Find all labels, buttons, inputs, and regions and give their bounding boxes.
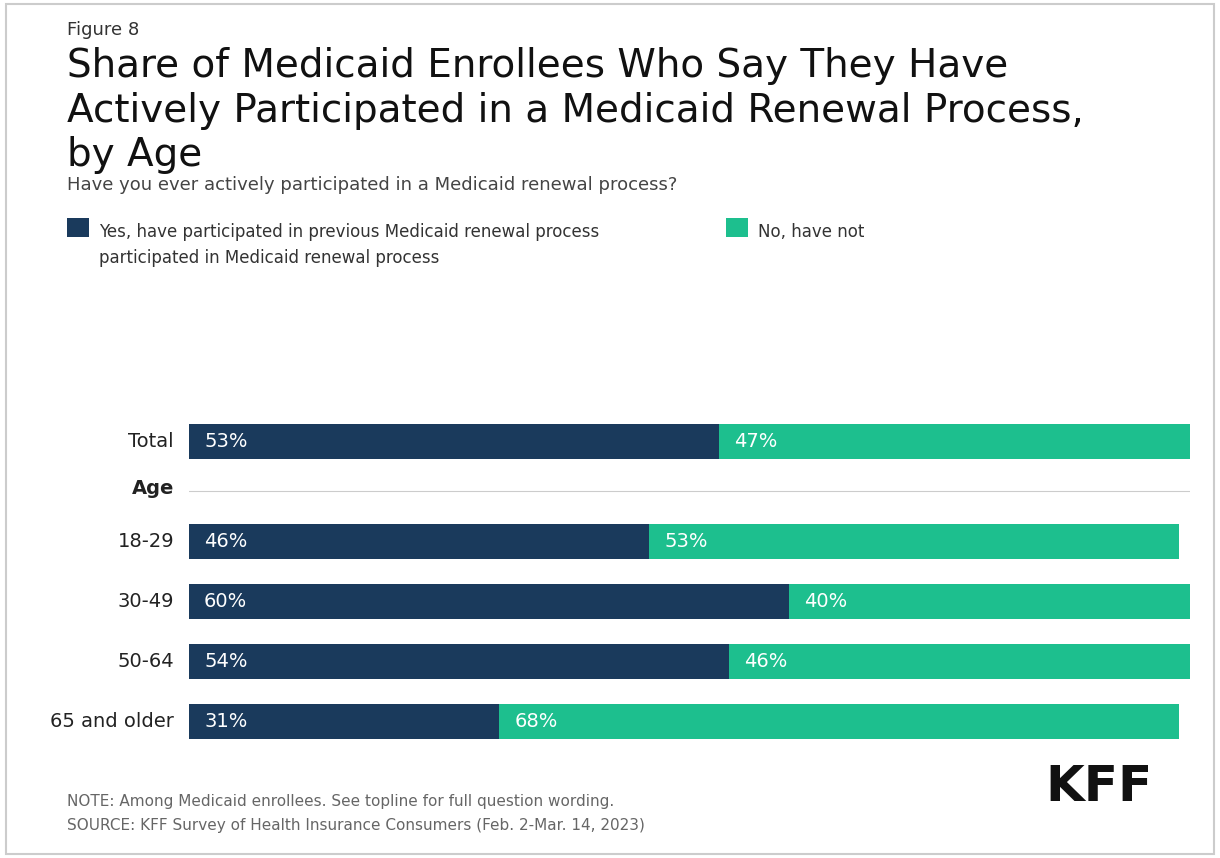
Text: KFF: KFF: [1046, 763, 1153, 811]
Text: Share of Medicaid Enrollees Who Say They Have: Share of Medicaid Enrollees Who Say They…: [67, 47, 1009, 85]
Text: 18-29: 18-29: [117, 532, 174, 551]
Text: Age: Age: [132, 479, 174, 498]
Text: 46%: 46%: [744, 652, 788, 671]
Bar: [189, 704, 499, 739]
Text: 54%: 54%: [204, 652, 248, 671]
Bar: [649, 524, 1180, 559]
Text: 30-49: 30-49: [117, 592, 174, 611]
Text: 47%: 47%: [734, 432, 777, 451]
Bar: [499, 704, 1180, 739]
Bar: [189, 644, 730, 679]
Text: 31%: 31%: [204, 712, 248, 731]
Text: 46%: 46%: [204, 532, 248, 551]
Text: Have you ever actively participated in a Medicaid renewal process?: Have you ever actively participated in a…: [67, 176, 677, 194]
Text: NOTE: Among Medicaid enrollees. See topline for full question wording.: NOTE: Among Medicaid enrollees. See topl…: [67, 794, 615, 808]
Bar: [189, 584, 789, 619]
Text: 40%: 40%: [804, 592, 848, 611]
Text: Total: Total: [128, 432, 174, 451]
Text: 50-64: 50-64: [117, 652, 174, 671]
Text: Figure 8: Figure 8: [67, 21, 139, 39]
Text: by Age: by Age: [67, 136, 203, 174]
Text: participated in Medicaid renewal process: participated in Medicaid renewal process: [99, 249, 439, 267]
Text: Actively Participated in a Medicaid Renewal Process,: Actively Participated in a Medicaid Rene…: [67, 92, 1083, 130]
Bar: [720, 424, 1190, 459]
Text: SOURCE: KFF Survey of Health Insurance Consumers (Feb. 2-Mar. 14, 2023): SOURCE: KFF Survey of Health Insurance C…: [67, 818, 645, 832]
Text: 53%: 53%: [204, 432, 248, 451]
Text: Yes, have participated in previous Medicaid renewal process: Yes, have participated in previous Medic…: [99, 223, 599, 241]
Bar: [730, 644, 1190, 679]
Bar: [189, 524, 649, 559]
Bar: [789, 584, 1190, 619]
Text: 65 and older: 65 and older: [50, 712, 174, 731]
Text: 53%: 53%: [664, 532, 708, 551]
Text: No, have not: No, have not: [758, 223, 864, 241]
Bar: [189, 424, 720, 459]
Text: 68%: 68%: [515, 712, 558, 731]
Text: 60%: 60%: [204, 592, 248, 611]
